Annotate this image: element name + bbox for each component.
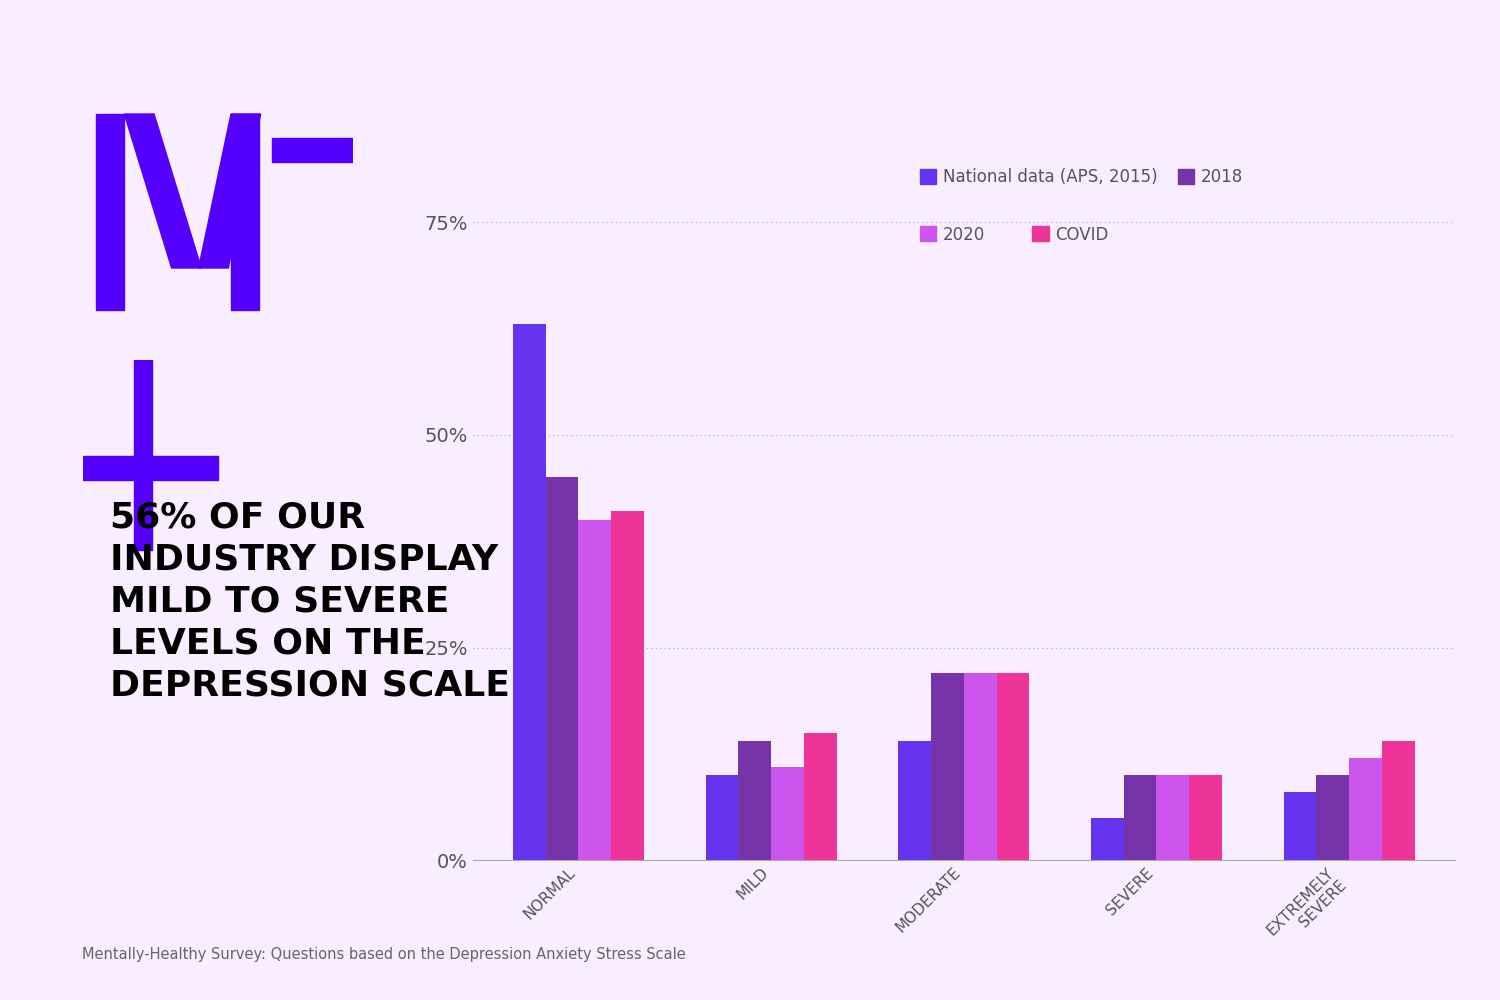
Bar: [82, 456, 218, 480]
Polygon shape: [124, 114, 201, 268]
Bar: [705, 775, 738, 860]
Bar: [1156, 775, 1190, 860]
Bar: [771, 766, 804, 860]
Text: 56% OF OUR
INDUSTRY DISPLAY
MILD TO SEVERE
LEVELS ON THE
DEPRESSION SCALE: 56% OF OUR INDUSTRY DISPLAY MILD TO SEVE…: [110, 500, 510, 702]
Text: Mentally-Healthy Survey: Questions based on the Depression Anxiety Stress Scale: Mentally-Healthy Survey: Questions based…: [82, 947, 686, 962]
Bar: [738, 741, 771, 860]
Bar: [1190, 775, 1222, 860]
Bar: [96, 114, 124, 310]
Bar: [272, 138, 366, 162]
Bar: [932, 673, 964, 860]
Bar: [1124, 775, 1156, 860]
Bar: [964, 673, 996, 860]
Bar: [898, 741, 932, 860]
Bar: [579, 520, 610, 860]
Bar: [1348, 758, 1382, 860]
Bar: [1284, 792, 1317, 860]
Bar: [610, 511, 644, 860]
Legend: 2020, COVID: 2020, COVID: [914, 219, 1116, 250]
Bar: [134, 360, 152, 550]
Bar: [231, 114, 260, 310]
Bar: [1090, 818, 1124, 860]
Bar: [804, 732, 837, 860]
Bar: [546, 478, 579, 860]
Bar: [1382, 741, 1414, 860]
Bar: [513, 324, 546, 860]
Bar: [996, 673, 1029, 860]
Bar: [1317, 775, 1348, 860]
Polygon shape: [198, 114, 261, 268]
